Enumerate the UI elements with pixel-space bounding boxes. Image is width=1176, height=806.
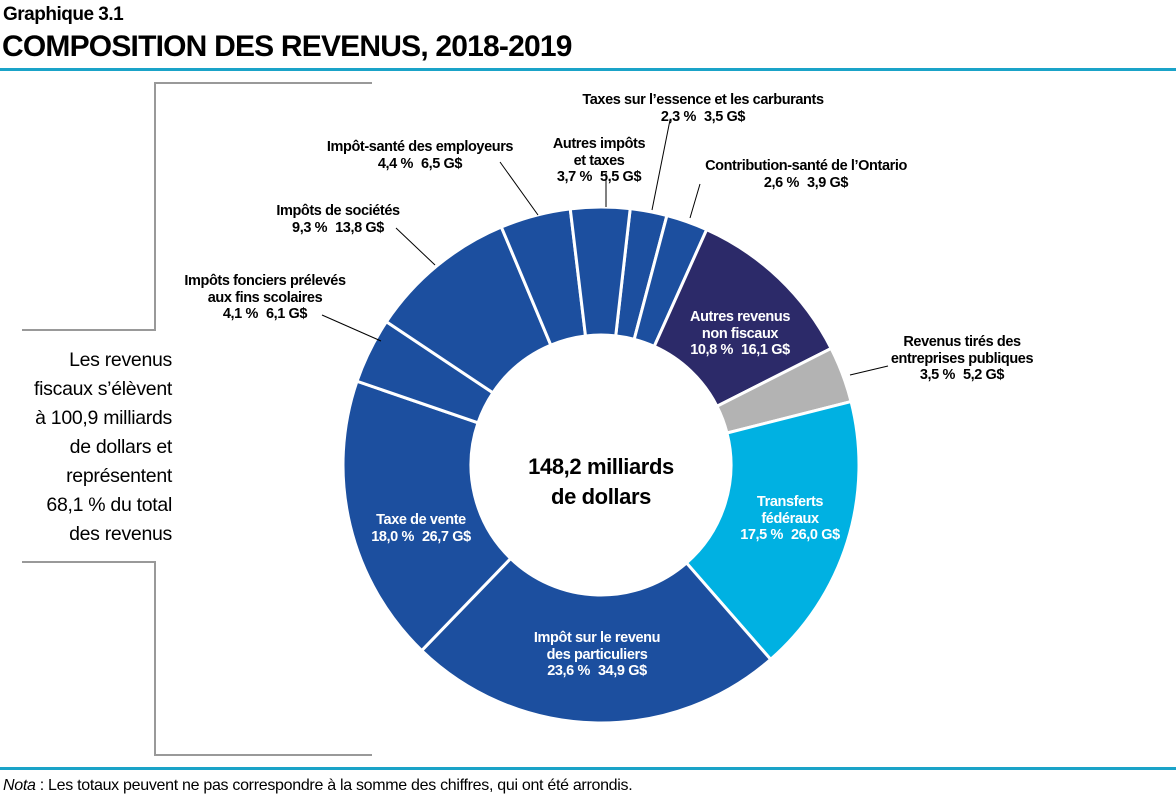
slice-value: 13,8 G$ <box>335 219 384 236</box>
bracket-top <box>22 82 372 331</box>
label-contribution-sante: Contribution-santé de l’Ontario 2,6 % 3,9… <box>705 158 907 191</box>
slice-label: fédéraux <box>761 510 819 527</box>
title-rule <box>0 68 1176 71</box>
footer-rule <box>0 767 1176 770</box>
slice-percent: 18,0 % <box>371 528 414 545</box>
label-entreprises-publiques: Revenus tirés des entreprises publiques … <box>890 334 1034 384</box>
footnote: Nota : Les totaux peuvent ne pas corresp… <box>3 777 633 795</box>
slice-label: Revenus tirés des <box>903 334 1021 350</box>
slice-label: des particuliers <box>546 646 648 663</box>
donut-slice-5 <box>419 556 773 725</box>
label-autres-impots: Autres impôts et taxes 3,7 % 5,5 G$ <box>552 136 646 186</box>
slice-percent: 23,6 % <box>547 663 590 679</box>
side-note-line: représentent <box>66 465 172 487</box>
slice-label: entreprises publiques <box>890 350 1034 367</box>
side-note: Les revenus fiscaux s’élèvent à 100,9 mi… <box>34 346 172 549</box>
bracket <box>22 82 372 756</box>
slice-label: Taxe de vente <box>376 512 466 528</box>
slice-label: Impôts de sociétés <box>276 203 400 219</box>
label-transferts: Transferts fédéraux 17,5 % 26,0 G$ <box>740 494 840 544</box>
slice-percent: 3,7 % <box>556 169 592 185</box>
footnote-label: Nota <box>3 777 36 794</box>
slice-percent: 2,6 % <box>763 174 799 191</box>
slice-value: 3,9 G$ <box>806 174 849 191</box>
slice-value: 34,9 G$ <box>597 663 647 679</box>
label-impots-fonciers: Impôts fonciers prélevés aux fins scolai… <box>184 273 346 323</box>
donut-slice-6 <box>341 379 513 653</box>
leader-line <box>689 183 701 219</box>
slice-percent: 4,1 % <box>222 306 258 322</box>
leader-line <box>321 314 382 342</box>
label-taxes-essence: Taxes sur l’essence et les carburants 2,… <box>582 92 824 125</box>
label-impot-revenu: Impôt sur le revenu des particuliers 23,… <box>533 630 661 680</box>
slice-percent: 2,3 % <box>660 108 696 125</box>
slice-percent: 3,5 % <box>919 367 955 383</box>
slice-value: 26,7 G$ <box>421 528 471 545</box>
footnote-text: : Les totaux peuvent ne pas correspondre… <box>35 777 633 794</box>
slice-percent: 17,5 % <box>740 527 783 543</box>
slice-value: 5,5 G$ <box>599 169 642 185</box>
slice-label: Contribution-santé de l’Ontario <box>705 158 907 174</box>
bracket-bottom <box>22 561 372 756</box>
leader-line <box>395 227 436 266</box>
slice-label: non fiscaux <box>701 325 779 342</box>
side-note-line: à 100,9 milliards <box>35 407 172 429</box>
slice-label: Impôt sur le revenu <box>533 630 661 646</box>
slice-percent: 4,4 % <box>377 155 413 172</box>
slice-percent: 9,3 % <box>292 219 328 236</box>
label-autres-revenus: Autres revenus non fiscaux 10,8 % 16,1 G$ <box>690 309 790 359</box>
chart-kicker: Graphique 3.1 <box>3 4 124 25</box>
slice-value: 26,0 G$ <box>790 527 840 543</box>
slice-value: 16,1 G$ <box>740 342 790 358</box>
slice-label: Transferts <box>756 494 824 510</box>
slice-label: aux fins scolaires <box>207 289 323 306</box>
side-note-line: des revenus <box>69 523 172 545</box>
slice-value: 5,2 G$ <box>962 367 1005 383</box>
slice-label: Impôts fonciers prélevés <box>184 273 346 289</box>
slice-label: Autres impôts <box>552 136 646 152</box>
slice-percent: 10,8 % <box>690 342 733 358</box>
leader-line <box>499 161 539 216</box>
slice-label: Autres revenus <box>690 309 790 325</box>
donut-slice-10 <box>568 205 632 338</box>
label-impot-sante-employeurs: Impôt-santé des employeurs 4,4 % 6,5 G$ <box>326 139 514 172</box>
label-impots-societes: Impôts de sociétés 9,3 % 13,8 G$ <box>276 203 400 236</box>
donut-center-label: 148,2 milliards de dollars <box>528 452 674 512</box>
side-note-line: de dollars et <box>69 436 173 458</box>
slice-value: 6,5 G$ <box>420 155 463 172</box>
slice-label: Taxes sur l’essence et les carburants <box>582 92 824 108</box>
slice-value: 6,1 G$ <box>265 306 308 322</box>
side-note-line: 68,1 % du total <box>46 494 172 516</box>
side-note-line: Les revenus <box>69 349 172 371</box>
label-taxe-vente: Taxe de vente 18,0 % 26,7 G$ <box>371 512 471 545</box>
donut-slice-4 <box>684 399 861 662</box>
center-unit: de dollars <box>551 484 651 509</box>
leader-line <box>849 365 889 376</box>
leader-line <box>651 119 671 211</box>
chart-title: COMPOSITION DES REVENUS, 2018-2019 <box>2 30 572 63</box>
slice-label: Impôt-santé des employeurs <box>326 139 514 155</box>
slice-label: et taxes <box>573 152 625 169</box>
slice-value: 3,5 G$ <box>703 108 746 125</box>
center-total: 148,2 milliards <box>528 454 674 479</box>
side-note-line: fiscaux s’élèvent <box>34 378 172 400</box>
